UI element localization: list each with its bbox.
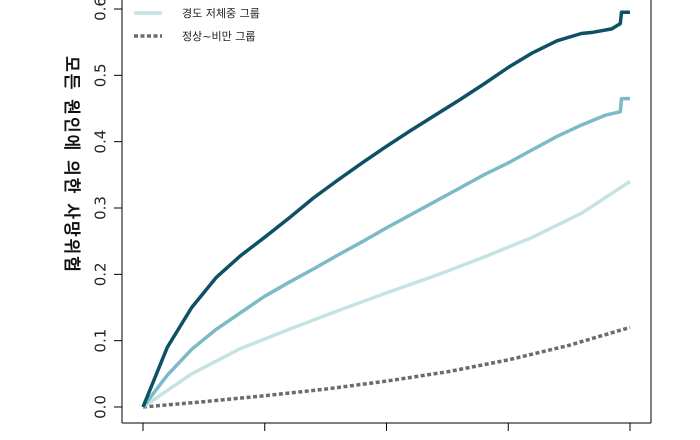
legend-label-4: 정상~비만 그룹 bbox=[182, 30, 255, 43]
y-tick-label: 0.1 bbox=[91, 329, 109, 353]
plot-frame bbox=[121, 0, 652, 424]
y-tick-label: 0.4 bbox=[91, 130, 109, 154]
series-line-4 bbox=[142, 325, 631, 409]
y-tick-label: 0.6 bbox=[91, 0, 109, 21]
y-tick-label: 0.5 bbox=[91, 63, 109, 87]
y-tick-label: 0.0 bbox=[91, 395, 109, 419]
y-axis-ticks: 0.0 0.1 0.2 0.3 0.4 0.5 0.6 bbox=[91, 0, 122, 419]
y-axis-label: 모든 원인에 의한 사망위험 bbox=[61, 56, 82, 274]
series-layer bbox=[141, 10, 631, 409]
y-tick-label: 0.3 bbox=[91, 196, 109, 220]
y-tick-label: 0.2 bbox=[91, 262, 109, 286]
series-line-1 bbox=[141, 10, 630, 408]
series-line-3 bbox=[142, 180, 631, 409]
legend-label-3: 경도 저체중 그룹 bbox=[182, 7, 260, 20]
x-axis-ticks bbox=[142, 423, 631, 431]
series-line-2 bbox=[141, 96, 630, 409]
